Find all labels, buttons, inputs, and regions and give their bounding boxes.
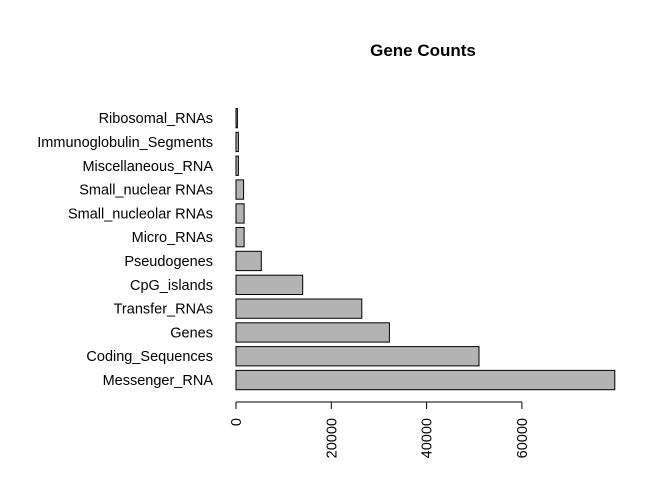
category-labels: Messenger_RNA Coding_Sequences Genes Transf… xyxy=(37,111,213,389)
category-label: Transfer_RNAs xyxy=(114,302,213,318)
x-tick-label: 20000 xyxy=(324,418,340,458)
x-tick-label: 40000 xyxy=(420,418,436,458)
bar-pseudogenes xyxy=(235,250,262,272)
x-tick-label: 0 xyxy=(229,418,245,426)
x-tick-label: 60000 xyxy=(515,418,531,458)
bar-miscellaneous-rna xyxy=(235,155,239,176)
category-label: Miscellaneous_RNA xyxy=(82,159,213,175)
category-label: Messenger_RNA xyxy=(103,373,214,389)
bar-small-nuclear-rnas xyxy=(235,179,245,200)
bar-coding-sequences xyxy=(235,346,480,367)
chart-title: Gene Counts xyxy=(370,41,476,60)
category-label: Immunoglobulin_Segments xyxy=(37,135,213,151)
bar-transfer-rnas xyxy=(235,298,363,319)
category-label: Small_nuclear RNAs xyxy=(79,183,213,199)
category-label: CpG_islands xyxy=(130,278,213,294)
x-axis: 0 20000 40000 60000 xyxy=(229,401,531,458)
bar-micro-rnas xyxy=(235,227,245,248)
bar-genes xyxy=(235,322,390,343)
category-label: Genes xyxy=(170,325,213,341)
bar-cpg-islands xyxy=(235,274,304,296)
bar-small-nucleolar-rnas xyxy=(235,203,245,224)
category-label: Pseudogenes xyxy=(124,254,213,270)
bar-ribosomal-rnas xyxy=(235,108,238,129)
category-label: Micro_RNAs xyxy=(132,230,213,246)
category-label: Small_nucleolar RNAs xyxy=(68,206,213,222)
category-label: Coding_Sequences xyxy=(86,349,213,365)
bars-group xyxy=(235,108,616,391)
bar-messenger-rna xyxy=(235,369,616,391)
category-label: Ribosomal_RNAs xyxy=(99,111,213,127)
bar-immunoglobulin-segments xyxy=(235,131,239,153)
